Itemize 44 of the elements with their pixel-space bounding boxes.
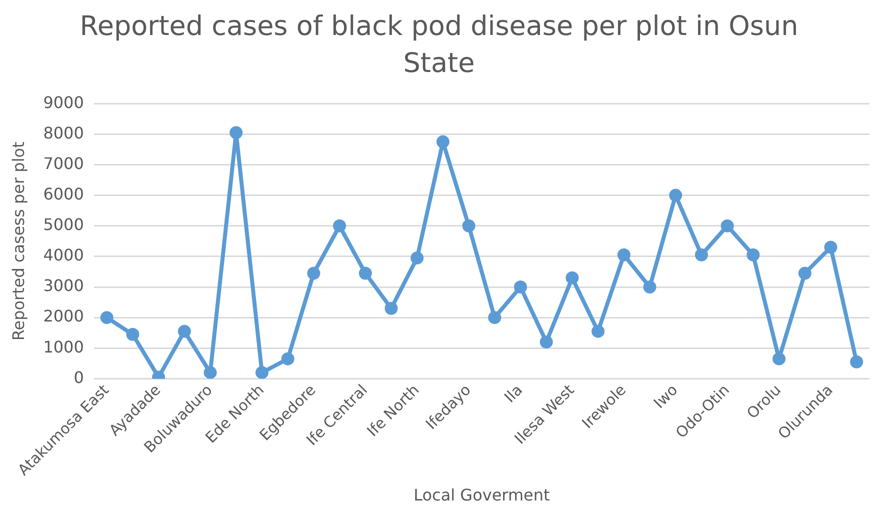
point (746, 248, 760, 262)
point (230, 126, 243, 140)
point (669, 188, 682, 202)
point (462, 219, 476, 232)
y-tick-label: 3000 (43, 276, 84, 296)
point (540, 336, 553, 349)
point (772, 352, 786, 366)
y-tick-label: 0 (74, 368, 84, 387)
point (333, 219, 346, 232)
point (126, 328, 140, 341)
point (720, 219, 734, 232)
point (694, 248, 708, 262)
point (488, 311, 502, 324)
x-axis-title: Local Goverment (414, 486, 550, 505)
point (643, 280, 656, 294)
point (358, 266, 372, 280)
point (617, 248, 630, 262)
y-tick-label: 4000 (43, 246, 84, 265)
point (255, 366, 268, 379)
point (100, 311, 114, 324)
point (384, 302, 398, 315)
point (178, 324, 191, 338)
point (410, 251, 424, 264)
y-tick-label: 2000 (43, 306, 84, 326)
point (307, 266, 320, 280)
point (798, 266, 812, 280)
x-tick-label: Iwo (650, 380, 682, 412)
x-tick-label: Ila (500, 380, 526, 406)
y-tick-label: 9000 (43, 92, 84, 112)
y-tick-label: 8000 (43, 123, 84, 142)
chart-title: Reported cases of black pod disease per plot in Osun State (78, 10, 800, 81)
point (281, 352, 294, 366)
point (850, 355, 864, 368)
y-axis-title: Reported casess per plot (8, 142, 28, 341)
y-tick-label: 6000 (43, 184, 84, 204)
y-tick-label: 5000 (43, 215, 84, 234)
y-tick-label: 1000 (43, 337, 84, 356)
y-tick-label: 7000 (43, 154, 84, 173)
point (824, 240, 838, 254)
point (204, 366, 217, 379)
point (592, 324, 605, 338)
point (436, 135, 450, 148)
point (566, 271, 579, 284)
point (514, 280, 527, 294)
